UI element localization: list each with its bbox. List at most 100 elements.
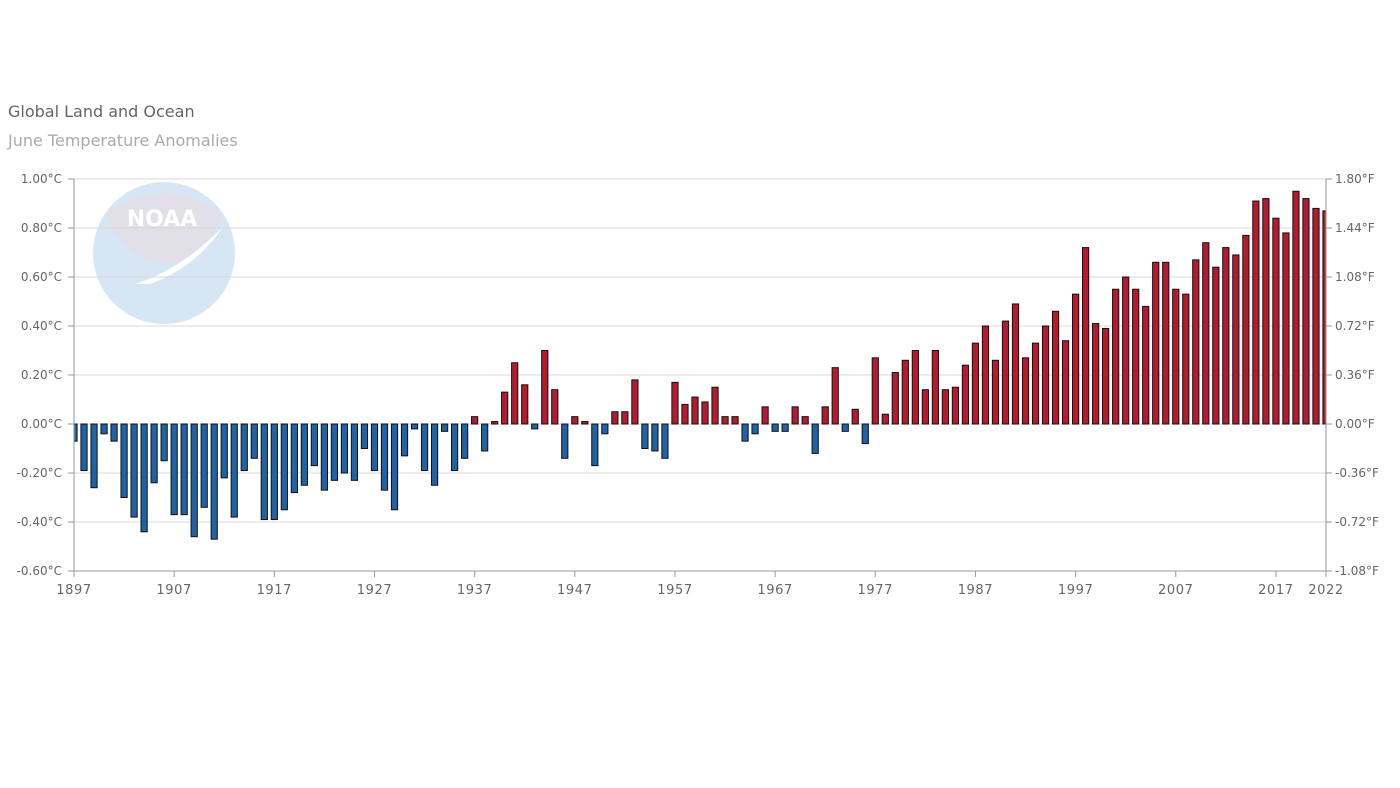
bar-1929 [390, 423, 399, 511]
bar-1997 [1072, 293, 1080, 425]
bar-2007 [1172, 288, 1180, 425]
bar-1899 [90, 423, 98, 489]
bar-1911 [210, 423, 218, 540]
bar-1939 [491, 421, 499, 425]
y-left-tick-label: -0.40°C [17, 515, 62, 529]
bar-1951 [611, 411, 619, 425]
bar-1956 [661, 423, 669, 459]
bar-1982 [921, 389, 929, 425]
bar-1917 [270, 423, 278, 521]
bar-2001 [1112, 288, 1120, 425]
bar-1973 [831, 367, 839, 425]
bar-1933 [430, 423, 439, 486]
bar-2016 [1262, 198, 1270, 425]
y-right-tick-label: 1.44°F [1335, 221, 1375, 235]
bar-1923 [330, 423, 339, 481]
bar-2009 [1192, 259, 1200, 425]
x-tick-label: 1897 [56, 583, 91, 598]
bar-2011 [1212, 266, 1220, 425]
bar-1941 [511, 362, 519, 425]
bar-1940 [501, 391, 509, 425]
bar-1926 [360, 423, 369, 449]
bar-1948 [581, 421, 589, 425]
bar-1910 [200, 423, 208, 508]
y-left-tick-label: 0.20°C [21, 368, 62, 382]
bar-1970 [801, 416, 809, 425]
bar-1981 [911, 350, 919, 425]
bar-1903 [130, 423, 138, 518]
bar-1934 [440, 423, 449, 432]
bar-1898 [80, 423, 88, 472]
bar-1974 [841, 423, 849, 432]
bar-1983 [931, 350, 939, 425]
x-tick-label: 1957 [657, 583, 692, 598]
bar-2002 [1122, 276, 1130, 425]
bar-1943 [531, 423, 539, 430]
x-tick-label: 1977 [858, 583, 893, 598]
y-right-tick-label: 1.08°F [1335, 270, 1375, 284]
bar-1904 [140, 423, 148, 533]
bar-2005 [1152, 261, 1160, 425]
bar-1967 [771, 423, 779, 432]
bar-1937 [471, 416, 479, 425]
bar-1968 [781, 423, 789, 432]
bar-1990 [1001, 320, 1010, 425]
bar-2018 [1282, 232, 1290, 425]
bar-1915 [250, 423, 258, 459]
bar-1966 [761, 406, 769, 425]
y-left-tick-label: -0.60°C [17, 564, 62, 578]
bar-1900 [100, 423, 108, 435]
bar-1979 [891, 372, 899, 425]
bar-1924 [340, 423, 349, 474]
x-tick-label: 1907 [156, 583, 191, 598]
bar-1916 [260, 423, 268, 521]
bar-1947 [571, 416, 579, 425]
bar-1919 [290, 423, 298, 494]
bar-2003 [1132, 288, 1140, 425]
bar-1980 [901, 359, 909, 425]
bar-1921 [310, 423, 318, 467]
bar-2008 [1182, 293, 1190, 425]
x-tick-label: 1997 [1058, 583, 1093, 598]
bar-1906 [160, 423, 168, 462]
bar-2000 [1102, 327, 1110, 425]
bar-1994 [1041, 325, 1050, 425]
bar-1965 [751, 423, 759, 435]
chart-title: Global Land and Ocean [8, 102, 195, 121]
y-left-tick-label: 0.80°C [21, 221, 62, 235]
bar-1961 [711, 386, 719, 425]
bar-1930 [400, 423, 409, 457]
y-left-tick-label: 0.40°C [21, 319, 62, 333]
bar-1945 [551, 389, 559, 425]
bar-1914 [240, 423, 248, 472]
x-tick-label: 2022 [1308, 583, 1343, 598]
bar-1901 [110, 423, 118, 442]
bar-1936 [461, 423, 469, 459]
x-tick-label: 1947 [557, 583, 592, 598]
bar-1988 [981, 325, 990, 425]
x-tick-label: 2007 [1158, 583, 1193, 598]
bar-1913 [230, 423, 238, 518]
chart-subtitle: June Temperature Anomalies [8, 131, 238, 150]
bar-1995 [1051, 310, 1060, 425]
y-right-tick-label: 1.80°F [1335, 172, 1375, 186]
bar-1999 [1092, 323, 1100, 425]
bar-1925 [350, 423, 359, 481]
bar-1986 [961, 364, 970, 425]
x-tick-label: 1937 [457, 583, 492, 598]
bar-2015 [1252, 200, 1260, 425]
bar-1955 [651, 423, 659, 452]
y-left-tick-label: 0.00°C [21, 417, 62, 431]
bar-1987 [971, 342, 980, 425]
bar-2006 [1162, 261, 1170, 425]
bar-2013 [1232, 254, 1240, 425]
bar-1985 [951, 386, 960, 425]
bar-1992 [1021, 357, 1030, 425]
y-right-tick-label: 0.00°F [1335, 417, 1375, 431]
bar-1950 [601, 423, 609, 435]
bar-1978 [881, 413, 889, 425]
x-tick-label: 1967 [757, 583, 792, 598]
y-right-tick-label: -0.36°F [1335, 466, 1379, 480]
bar-1953 [631, 379, 639, 425]
